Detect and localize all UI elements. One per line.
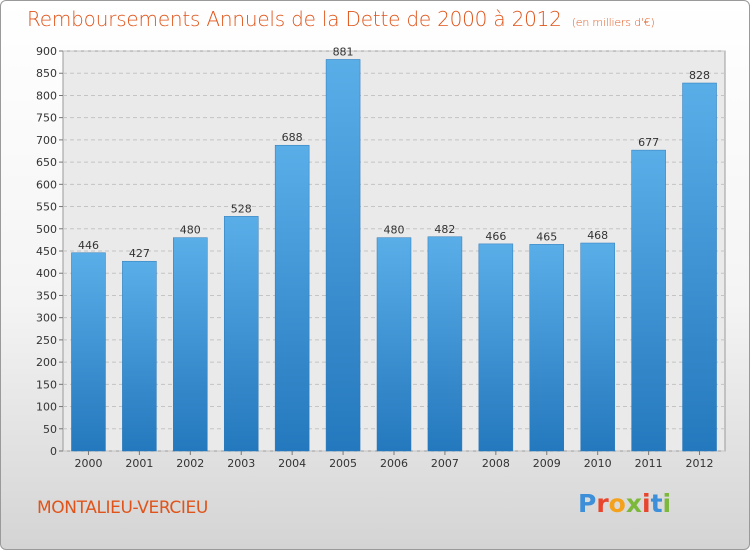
y-tick-label: 0	[50, 445, 57, 458]
value-label: 688	[282, 131, 303, 144]
x-tick-label: 2002	[176, 457, 204, 470]
value-label: 446	[78, 239, 99, 252]
y-tick-label: 250	[36, 334, 57, 347]
value-label: 828	[689, 69, 710, 82]
logo-letter: i	[642, 489, 651, 518]
logo-letter: x	[625, 489, 642, 518]
x-tick-label: 2001	[125, 457, 153, 470]
y-tick-label: 700	[36, 134, 57, 147]
y-tick-label: 50	[43, 423, 57, 436]
y-tick-label: 100	[36, 401, 57, 414]
y-tick-label: 900	[36, 45, 57, 58]
bar-2001	[122, 260, 157, 452]
value-label: 427	[129, 247, 150, 260]
bar-2011	[631, 149, 666, 452]
y-tick-label: 300	[36, 312, 57, 325]
x-tick-label: 2012	[686, 457, 714, 470]
value-label: 466	[485, 230, 506, 243]
x-axis: 2000 2001 2002 2003 2004 2005 2006 2007 2008 2009…	[74, 451, 714, 470]
value-labels: 446 427 480 528 688 881 480 482 466 465 468 677 828	[78, 45, 710, 260]
x-tick-label: 2000	[74, 457, 102, 470]
x-tick-label: 2011	[635, 457, 663, 470]
x-tick-label: 2010	[584, 457, 612, 470]
value-label: 465	[536, 230, 557, 243]
bar-2009	[529, 244, 565, 452]
y-tick-label: 750	[36, 112, 57, 125]
value-label: 677	[638, 136, 659, 149]
y-tick-label: 600	[36, 178, 57, 191]
x-tick-label: 2003	[227, 457, 255, 470]
y-tick-label: 800	[36, 89, 57, 102]
x-tick-label: 2009	[533, 457, 561, 470]
bar-2012	[682, 82, 717, 452]
logo-letter: P	[578, 489, 597, 518]
value-label: 881	[333, 45, 354, 58]
y-tick-label: 650	[36, 156, 57, 169]
bar-2004	[274, 144, 310, 452]
bar-2003	[223, 216, 259, 452]
bar-2002	[173, 237, 208, 452]
logo-letter: r	[596, 489, 609, 518]
bar-2007	[427, 236, 463, 452]
y-tick-label: 450	[36, 245, 57, 258]
x-tick-label: 2007	[431, 457, 459, 470]
x-tick-label: 2006	[380, 457, 408, 470]
value-label: 482	[434, 223, 455, 236]
x-tick-label: 2004	[278, 457, 306, 470]
logo-letter: o	[608, 489, 626, 518]
bar-2006	[376, 237, 412, 452]
logo-letter: i	[662, 489, 672, 518]
bar-2008	[478, 243, 514, 452]
y-tick-label: 850	[36, 67, 57, 80]
commune-name: MONTALIEU-VERCIEU	[37, 498, 208, 518]
y-tick-label: 500	[36, 223, 57, 236]
proxiti-logo: Proxiti	[578, 489, 671, 518]
title-text: Remboursements Annuels de la Dette de 20…	[27, 7, 562, 31]
y-tick-label: 550	[36, 201, 57, 214]
chart-title: Remboursements Annuels de la Dette de 20…	[27, 7, 655, 31]
x-tick-label: 2008	[482, 457, 510, 470]
bar-2010	[580, 242, 615, 452]
value-label: 528	[231, 202, 252, 215]
value-label: 480	[384, 224, 405, 237]
y-tick-label: 150	[36, 378, 57, 391]
value-label: 480	[180, 224, 201, 237]
y-tick-label: 400	[36, 267, 57, 280]
bars	[71, 59, 717, 452]
bar-2005	[325, 59, 361, 452]
unit-label: (en milliers d'€)	[571, 16, 655, 29]
bar-2000	[71, 252, 106, 452]
logo-letter: t	[650, 489, 663, 518]
y-tick-label: 350	[36, 289, 57, 302]
x-tick-label: 2005	[329, 457, 357, 470]
value-label: 468	[587, 229, 608, 242]
y-tick-label: 200	[36, 356, 57, 369]
y-axis: 0 50 100 150 200 250 300 350 400 450 500 550 600 650 7…	[36, 45, 63, 458]
